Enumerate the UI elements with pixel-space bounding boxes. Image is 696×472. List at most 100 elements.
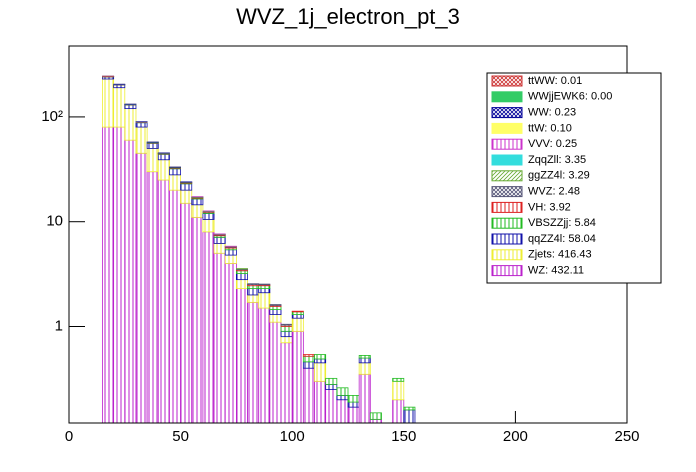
histogram-bar <box>202 231 215 424</box>
y-tick-label: 10 <box>46 213 63 230</box>
histogram-bar <box>157 179 170 424</box>
histogram-bar <box>191 198 204 206</box>
legend-swatch <box>491 154 523 166</box>
histogram-bar <box>157 153 170 161</box>
histogram-bar <box>146 171 159 424</box>
histogram-bar <box>403 406 416 411</box>
plot-area <box>68 75 628 424</box>
legend-label: ZqqZll: 3.35 <box>528 154 586 166</box>
histogram-bar <box>280 326 293 332</box>
histogram-bar <box>247 288 260 296</box>
histogram-bar <box>169 189 182 424</box>
histogram-bar <box>269 306 282 310</box>
histogram-bar <box>291 330 304 424</box>
legend-entries: ttWW: 0.01 WWjjEWK6: 0.00 WW: 0.23 ttW: 0.1… <box>491 75 612 277</box>
histogram-bar <box>224 263 237 424</box>
histogram-bar <box>291 310 304 313</box>
histogram-bar <box>314 362 327 382</box>
histogram-bar <box>280 342 293 424</box>
histogram-bar <box>325 384 338 390</box>
histogram-bar <box>102 126 115 424</box>
histogram-bar <box>191 204 204 218</box>
legend-label: qqZZ4l: 58.04 <box>528 233 596 245</box>
histogram-bar <box>124 139 137 424</box>
histogram-bar <box>302 361 315 369</box>
histogram-bar <box>314 358 327 364</box>
legend-swatch <box>491 107 523 119</box>
histogram-bar <box>358 362 371 375</box>
histogram-bar <box>124 108 137 141</box>
legend-swatch <box>491 233 523 245</box>
histogram-bar <box>369 412 382 420</box>
histogram-bar <box>314 380 327 424</box>
histogram-bar <box>392 380 405 401</box>
histogram-bar <box>392 399 405 424</box>
histogram-bar <box>113 84 126 89</box>
x-tick-label: 150 <box>391 428 416 445</box>
y-tick-label: 10² <box>41 108 63 125</box>
legend-label: ttW: 0.10 <box>528 122 572 134</box>
histogram-bar <box>280 323 293 326</box>
chart-title: WVZ_1j_electron_pt_3 <box>236 4 460 29</box>
histogram-bar <box>213 252 226 424</box>
histogram-bar <box>135 126 148 154</box>
histogram-bar <box>146 142 159 149</box>
legend-label: VVV: 0.25 <box>528 138 577 150</box>
histogram-bar <box>403 409 416 424</box>
histogram-bar <box>269 314 282 323</box>
legend-label: Zjets: 416.43 <box>528 249 592 261</box>
histogram-bar <box>347 395 360 403</box>
legend-label: WVZ: 2.48 <box>528 186 580 198</box>
histogram-bar <box>169 174 182 191</box>
legend-swatch <box>491 170 523 182</box>
histogram-bar <box>157 159 170 181</box>
legend-label: WWjjEWK6: 0.00 <box>528 91 612 103</box>
histogram-bar <box>291 311 304 315</box>
histogram-bar <box>280 336 293 344</box>
histogram-bar <box>358 354 371 359</box>
histogram-bar <box>336 395 349 401</box>
histogram-bar <box>146 148 159 173</box>
legend-label: WW: 0.23 <box>528 107 576 119</box>
histogram-bar <box>302 354 315 357</box>
legend-label: WZ: 432.11 <box>528 265 584 277</box>
histogram-bar <box>302 355 315 363</box>
histogram-bar <box>235 273 248 281</box>
legend-label: VH: 3.92 <box>528 201 571 213</box>
histogram-bar <box>269 304 282 306</box>
histogram-bar <box>202 213 215 220</box>
histogram-bar <box>336 399 349 424</box>
histogram-bar <box>336 387 349 396</box>
histogram-bar <box>135 152 148 424</box>
histogram-bar <box>169 168 182 176</box>
x-tick-label: 0 <box>65 428 73 445</box>
histogram-bar <box>258 283 271 286</box>
histogram-bar <box>180 202 193 424</box>
legend-swatch <box>491 217 523 229</box>
histogram-bar <box>392 377 405 382</box>
histogram-bar <box>135 122 148 128</box>
histogram-bar <box>325 389 338 424</box>
histogram-bar <box>314 354 327 360</box>
histogram-bar <box>369 418 382 424</box>
histogram-bar <box>347 406 360 424</box>
histogram-bar <box>247 294 260 303</box>
legend-swatch <box>491 91 523 103</box>
histogram-bar <box>235 279 248 289</box>
legend-swatch <box>491 138 523 150</box>
legend-label: VBSZZjj: 5.84 <box>528 217 596 229</box>
histogram-bar <box>213 236 226 244</box>
y-tick-label: 1 <box>55 317 63 334</box>
x-tick-label: 100 <box>280 428 305 445</box>
histogram-bar <box>202 219 215 233</box>
legend-label: ggZZ4l: 3.29 <box>528 170 590 182</box>
histogram-bar <box>224 254 237 264</box>
histogram-bar <box>358 373 371 424</box>
histogram-bar <box>269 321 282 424</box>
histogram-bar <box>269 309 282 315</box>
legend-label: ttWW: 0.01 <box>528 75 582 87</box>
histogram-bar <box>325 377 338 385</box>
legend-swatch <box>491 265 523 277</box>
histogram-bar <box>224 249 237 256</box>
histogram-bar <box>124 104 137 110</box>
